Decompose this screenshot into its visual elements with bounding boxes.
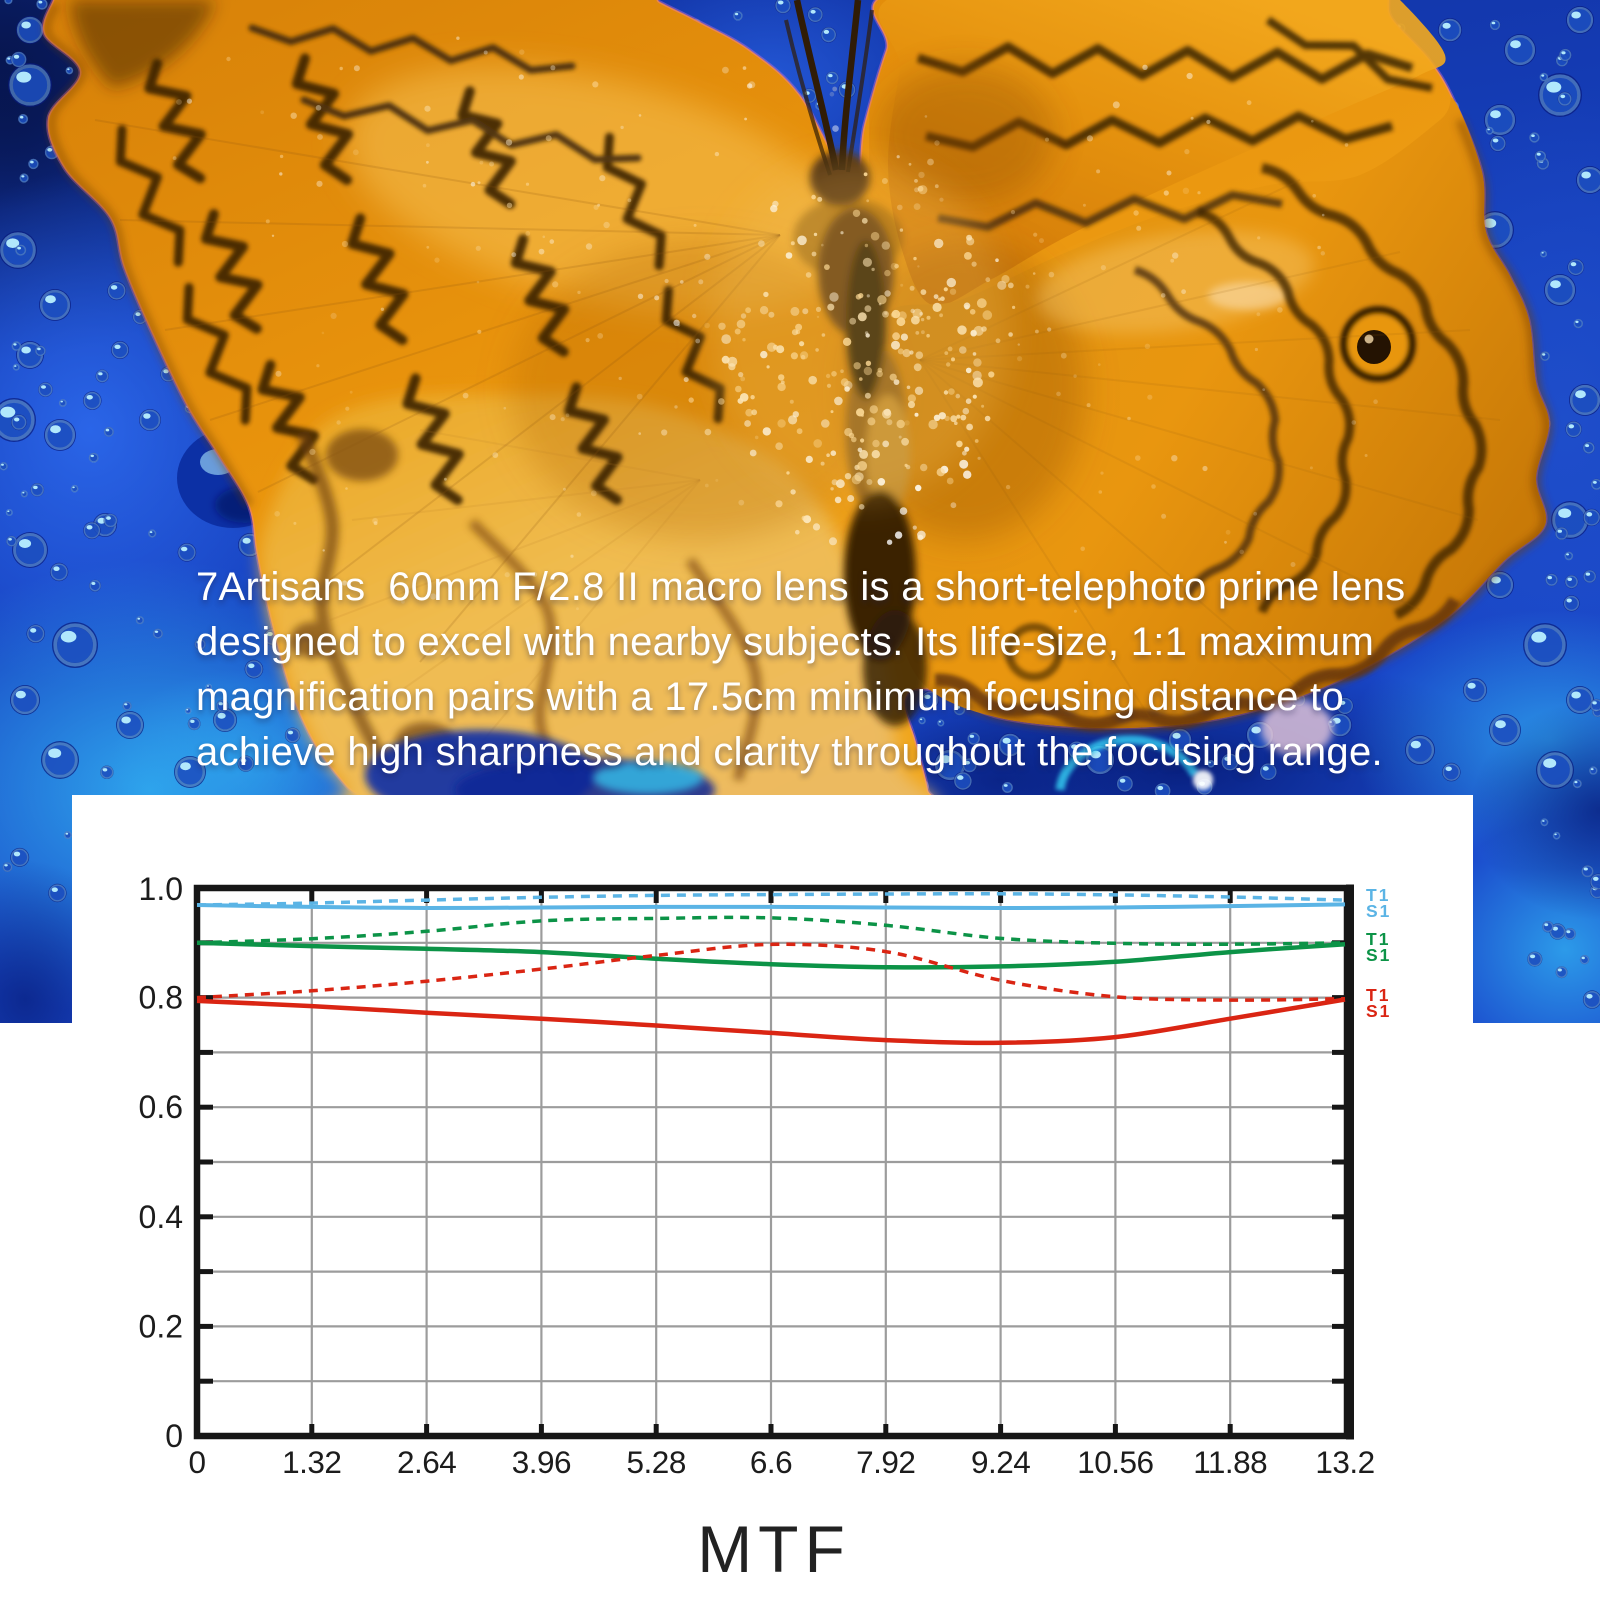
svg-text:0.2: 0.2: [139, 1308, 183, 1344]
svg-text:13.2: 13.2: [1315, 1444, 1374, 1480]
svg-text:7.92: 7.92: [856, 1444, 915, 1480]
svg-text:0: 0: [165, 1418, 183, 1454]
svg-text:1.32: 1.32: [282, 1444, 341, 1480]
svg-text:T1: T1: [1366, 885, 1390, 905]
svg-text:T1: T1: [1366, 929, 1390, 949]
svg-text:T1: T1: [1366, 985, 1390, 1005]
svg-text:1.0: 1.0: [139, 871, 183, 907]
svg-text:S1: S1: [1366, 901, 1391, 921]
svg-text:S1: S1: [1366, 945, 1391, 965]
svg-text:5.28: 5.28: [627, 1444, 686, 1480]
svg-text:9.24: 9.24: [971, 1444, 1030, 1480]
svg-text:0.4: 0.4: [139, 1199, 183, 1235]
svg-text:2.64: 2.64: [397, 1444, 456, 1480]
svg-text:6.6: 6.6: [750, 1444, 792, 1480]
svg-text:0.6: 0.6: [139, 1089, 183, 1125]
svg-text:0.8: 0.8: [139, 980, 183, 1016]
svg-text:3.96: 3.96: [512, 1444, 571, 1480]
svg-text:0: 0: [188, 1444, 205, 1480]
svg-text:11.88: 11.88: [1193, 1444, 1267, 1480]
svg-text:S1: S1: [1366, 1001, 1391, 1021]
svg-text:10.56: 10.56: [1077, 1444, 1153, 1480]
svg-text:MTF: MTF: [697, 1512, 851, 1586]
